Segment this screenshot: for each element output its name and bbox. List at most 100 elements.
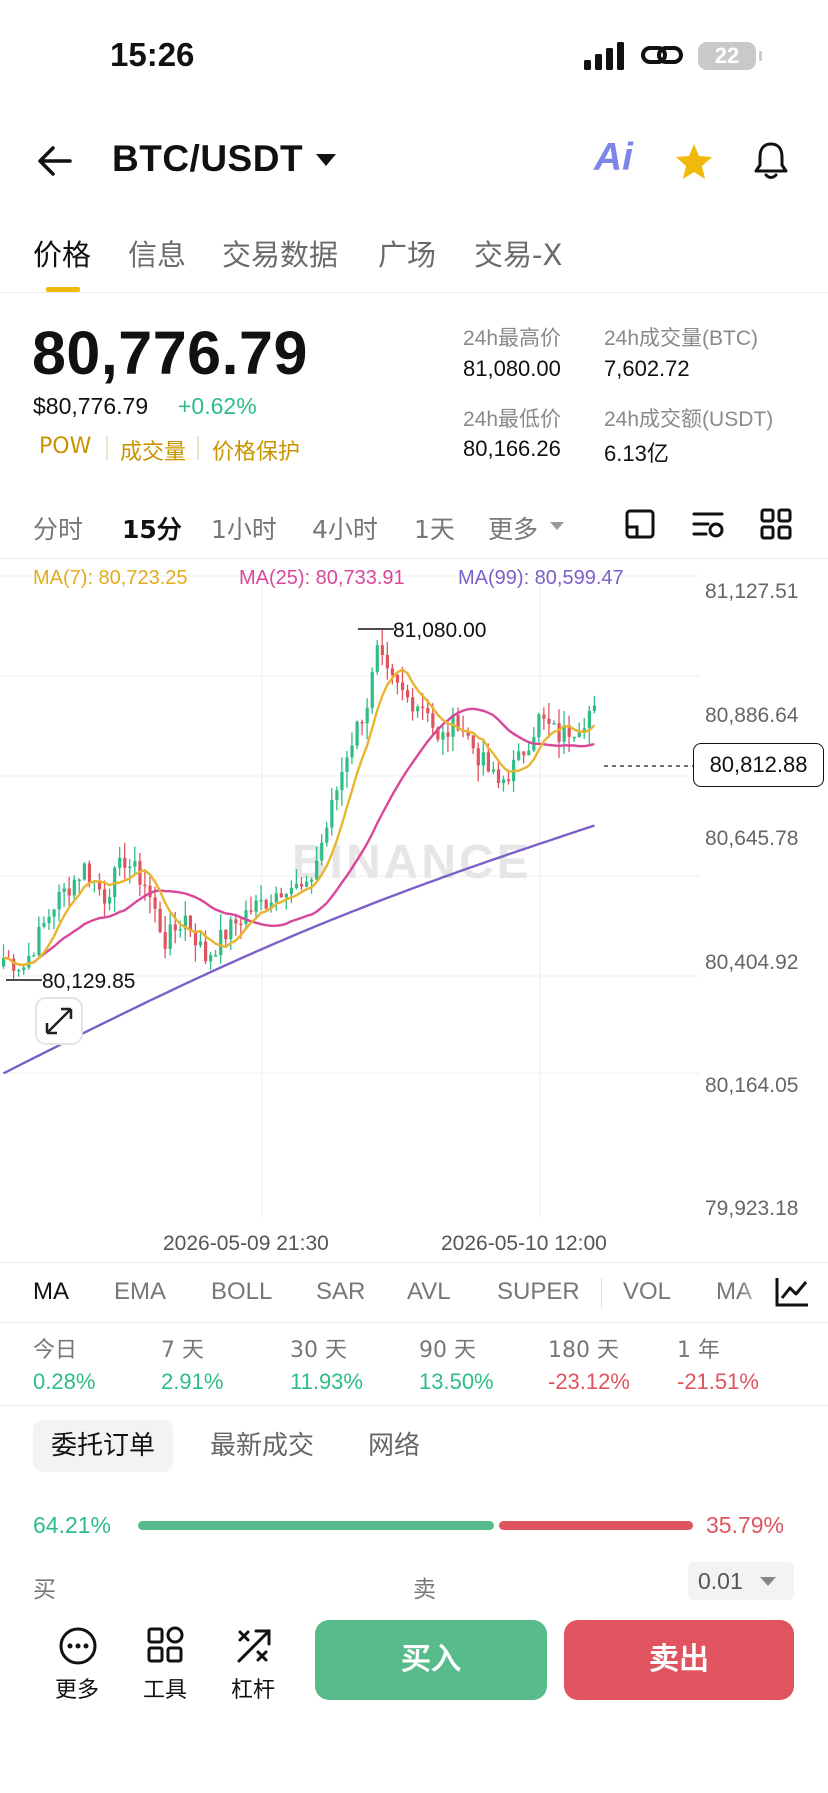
indicator-vol[interactable]: VOL — [623, 1278, 672, 1305]
interval-1d[interactable]: 1天 — [414, 515, 455, 544]
perf-label: 30 天 — [290, 1338, 347, 1363]
back-arrow-icon[interactable] — [36, 142, 74, 180]
candle-body — [72, 879, 76, 896]
ma7-legend: MA(7): 80,723.25 — [33, 567, 188, 589]
ai-assistant-button[interactable]: Ai — [594, 136, 633, 179]
candle-body — [123, 857, 127, 868]
candle-body — [345, 757, 349, 772]
candle-body — [360, 721, 364, 724]
perf-value: 13.50% — [419, 1369, 494, 1394]
indicator-avl[interactable]: AVL — [407, 1278, 451, 1305]
candle-body — [158, 908, 162, 933]
candle-body — [148, 885, 152, 898]
candle-body — [542, 714, 546, 719]
candle-body — [552, 723, 556, 725]
more-icon[interactable] — [58, 1626, 98, 1666]
indicator-ma[interactable]: MA — [33, 1278, 69, 1305]
perf-value: -23.12% — [548, 1369, 630, 1394]
tab-latest-trades[interactable]: 最新成交 — [210, 1431, 315, 1461]
candle-body — [183, 915, 187, 930]
candle-body — [219, 929, 223, 956]
indicator-boll[interactable]: BOLL — [211, 1278, 273, 1305]
indicator-ema[interactable]: EMA — [114, 1278, 167, 1305]
candle-body — [330, 800, 334, 828]
candle-body — [254, 900, 258, 912]
more-dropdown-icon[interactable] — [550, 522, 564, 530]
indicator-settings-icon[interactable] — [774, 1276, 810, 1308]
sell-button[interactable]: 卖出 — [564, 1620, 794, 1700]
candle-body — [67, 888, 71, 896]
candle-body — [557, 723, 561, 742]
candle-body — [163, 932, 167, 949]
bell-icon[interactable] — [752, 140, 790, 182]
tag-volume[interactable]: 成交量 — [120, 440, 187, 465]
tag-price-protection[interactable]: 价格保护 — [212, 440, 301, 465]
depth-selector[interactable]: 0.01 — [688, 1562, 794, 1600]
indicator-sar[interactable]: SAR — [316, 1278, 366, 1305]
tag-pow[interactable]: POW — [39, 434, 92, 459]
tab-info[interactable]: 信息 — [128, 238, 187, 272]
tools-icon[interactable] — [146, 1626, 186, 1666]
tab-trading-data[interactable]: 交易数据 — [222, 238, 339, 272]
price-change: +0.62% — [178, 393, 257, 419]
indicator-divider — [0, 1322, 828, 1323]
buy-button[interactable]: 买入 — [315, 1620, 547, 1700]
ma7-line — [3, 668, 596, 967]
tools-label[interactable]: 工具 — [143, 1678, 188, 1703]
candle-body — [406, 690, 410, 698]
candle-body — [173, 924, 177, 931]
candle-body — [97, 880, 102, 890]
indicator-super[interactable]: SUPER — [497, 1278, 580, 1305]
interval-1h[interactable]: 1小时 — [211, 515, 277, 544]
pair-dropdown-icon[interactable] — [316, 154, 336, 166]
candle-body — [476, 748, 480, 766]
more-label[interactable]: 更多 — [55, 1678, 100, 1703]
indicator-separator — [601, 1278, 602, 1308]
link-icon — [641, 46, 683, 64]
candle-body — [198, 941, 203, 946]
favorite-star-icon[interactable] — [674, 142, 714, 180]
last-price: 80,776.79 — [32, 319, 308, 387]
price-axis-label: 80,645.78 — [705, 827, 799, 850]
candle-body — [421, 706, 425, 709]
candlestick-chart[interactable]: BINANCE 81,080.00 80,129.85 — [0, 558, 828, 1228]
candle-body — [517, 751, 521, 760]
candle-body — [299, 883, 304, 887]
candle-body — [486, 752, 490, 772]
ma99-legend: MA(99): 80,599.47 — [458, 567, 624, 589]
candle-body — [52, 909, 56, 917]
ma25-line — [3, 707, 595, 967]
tab-price[interactable]: 价格 — [33, 238, 92, 272]
leverage-label[interactable]: 杠杆 — [231, 1678, 276, 1703]
chart-settings-icon[interactable] — [692, 508, 726, 540]
performance-divider — [0, 1405, 828, 1406]
ma25-legend: MA(25): 80,733.91 — [239, 567, 405, 589]
candle-body — [193, 930, 198, 946]
candle-body — [289, 887, 294, 895]
leverage-icon[interactable] — [234, 1626, 274, 1666]
chart-fullscreen-icon[interactable] — [624, 508, 656, 540]
interval-time-share[interactable]: 分时 — [33, 515, 84, 544]
time-axis-label: 2026-05-09 21:30 — [163, 1232, 329, 1255]
perf-value: -21.51% — [677, 1369, 759, 1394]
candle-body — [572, 736, 576, 739]
candles — [2, 629, 597, 979]
interval-4h[interactable]: 4小时 — [312, 515, 378, 544]
chart-watermark: BINANCE — [292, 836, 532, 889]
depth-dropdown-icon[interactable] — [760, 1577, 776, 1586]
tab-order-book[interactable]: 委托订单 — [33, 1420, 174, 1472]
tab-square[interactable]: 广场 — [378, 238, 437, 272]
usd-price: $80,776.79 — [33, 393, 149, 419]
candle-body — [27, 955, 31, 968]
interval-15m[interactable]: 15分 — [122, 515, 182, 544]
candle-body — [42, 923, 46, 927]
tab-trade-x[interactable]: 交易-X — [474, 238, 563, 272]
pair-selector[interactable]: BTC/USDT — [112, 138, 304, 179]
candle-body — [37, 926, 41, 956]
tab-network[interactable]: 网络 — [368, 1431, 421, 1461]
grid-layout-icon[interactable] — [760, 508, 792, 540]
candle-body — [325, 827, 329, 843]
interval-more[interactable]: 更多 — [488, 515, 539, 544]
price-axis-label: 80,404.92 — [705, 951, 799, 974]
candle-body — [310, 879, 314, 882]
